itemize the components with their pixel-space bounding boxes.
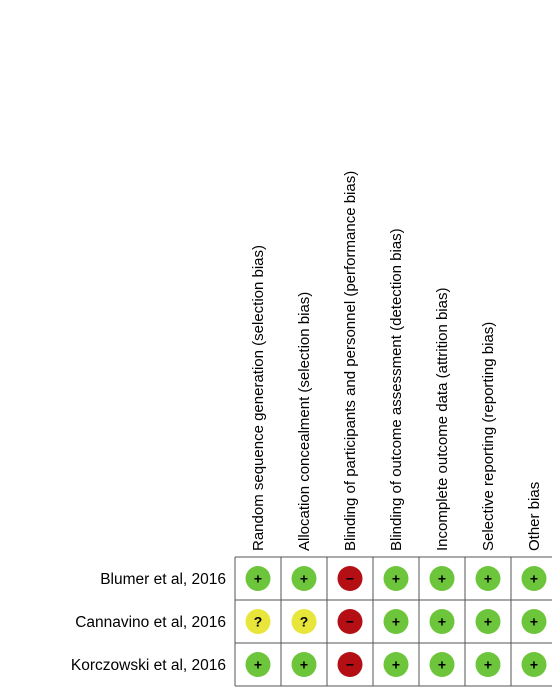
rating-low-icon: + [521, 609, 547, 634]
rating-low-icon: + [475, 609, 501, 634]
rating-low-icon: + [383, 609, 409, 634]
rating-symbol: ? [300, 614, 309, 630]
column-header: Other bias [526, 482, 543, 551]
row-labels: Blumer et al, 2016 Cannavino et al, 2016 K… [71, 571, 226, 674]
rating-symbol: − [346, 657, 354, 673]
rating-symbol: + [530, 614, 538, 630]
rating-symbol: + [300, 571, 308, 587]
rating-symbol: + [484, 614, 492, 630]
rating-symbol: + [484, 657, 492, 673]
rating-symbol: + [254, 571, 262, 587]
rating-symbol: + [254, 657, 262, 673]
rating-symbol: + [438, 657, 446, 673]
rating-circle [383, 609, 409, 634]
rating-circle [429, 566, 455, 591]
rating-low-icon: + [429, 566, 455, 591]
rating-circle [475, 652, 501, 677]
rating-circle [521, 652, 547, 677]
rating-symbol: + [530, 571, 538, 587]
rating-circle [475, 609, 501, 634]
rating-circle [291, 609, 317, 634]
study-label: Cannavino et al, 2016 [75, 614, 226, 631]
rating-circle [521, 566, 547, 591]
rating-low-icon: + [291, 566, 317, 591]
rating-circle [383, 566, 409, 591]
rating-circle [245, 652, 271, 677]
rating-circle [383, 652, 409, 677]
rating-circle [291, 652, 317, 677]
column-headers: Random sequence generation (selection bi… [250, 171, 543, 551]
column-header: Incomplete outcome data (attrition bias) [434, 288, 451, 551]
rating-symbol: − [346, 614, 354, 630]
rating-circle [337, 566, 363, 591]
rating-high-icon: − [337, 566, 363, 591]
rating-low-icon: + [245, 652, 271, 677]
rating-circle [429, 609, 455, 634]
rating-symbol: + [438, 571, 446, 587]
rating-grid [234, 556, 552, 687]
rating-symbol: + [300, 657, 308, 673]
rating-high-icon: − [337, 609, 363, 634]
column-header: Selective reporting (reporting bias) [480, 322, 497, 551]
rating-circle [245, 566, 271, 591]
rating-circle [337, 609, 363, 634]
rating-unclear-icon: ? [245, 609, 271, 634]
rating-low-icon: + [291, 652, 317, 677]
rating-low-icon: + [521, 652, 547, 677]
rating-circle [245, 609, 271, 634]
rating-symbol: − [346, 571, 354, 587]
rating-symbol: + [438, 614, 446, 630]
rating-unclear-icon: ? [291, 609, 317, 634]
rating-low-icon: + [429, 609, 455, 634]
column-header: Blinding of participants and personnel (… [342, 171, 359, 551]
rating-low-icon: + [475, 566, 501, 591]
rating-circle [337, 652, 363, 677]
rating-low-icon: + [245, 566, 271, 591]
rating-symbol: + [392, 657, 400, 673]
rating-circle [475, 566, 501, 591]
rating-circle [429, 652, 455, 677]
rating-low-icon: + [429, 652, 455, 677]
rating-circle [521, 609, 547, 634]
rating-cells: + + − + + + +?? − + + + + + + − + + + + [245, 566, 547, 677]
rating-low-icon: + [521, 566, 547, 591]
rating-symbol: + [392, 614, 400, 630]
rating-symbol: + [484, 571, 492, 587]
rating-high-icon: − [337, 652, 363, 677]
study-label: Korczowski et al, 2016 [71, 657, 226, 674]
rating-low-icon: + [383, 652, 409, 677]
column-header: Random sequence generation (selection bi… [250, 245, 267, 551]
column-header: Allocation concealment (selection bias) [296, 292, 313, 551]
rating-symbol: + [392, 571, 400, 587]
rating-symbol: ? [254, 614, 263, 630]
column-header: Blinding of outcome assessment (detectio… [388, 228, 405, 551]
rating-symbol: + [530, 657, 538, 673]
study-label: Blumer et al, 2016 [100, 571, 226, 588]
rating-circle [291, 566, 317, 591]
rating-low-icon: + [475, 652, 501, 677]
rating-low-icon: + [383, 566, 409, 591]
